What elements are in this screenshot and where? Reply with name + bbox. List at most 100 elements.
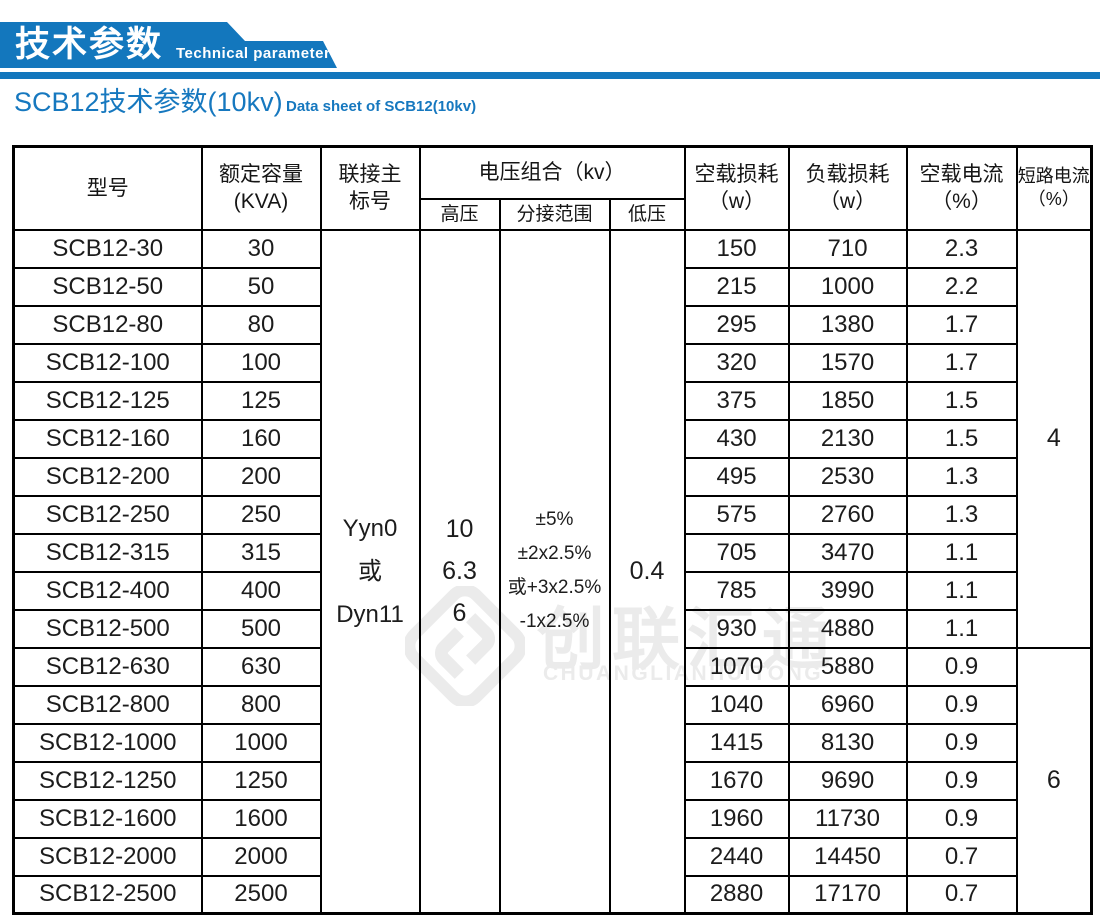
lv-cell: 0.4 [608, 228, 686, 915]
noload-loss-cell: 2440 [683, 836, 790, 877]
load-loss-cell: 5880 [787, 646, 908, 687]
table-row: SCB12-30 30 Yyn0 或 Dyn11 10 6.3 6 ±5% ±2… [12, 228, 1093, 915]
header-noload-current: 空载电流 （%） [905, 145, 1018, 231]
table-row: SCB12-1600 1600 1960 11730 0.9 [12, 798, 1092, 839]
noload-current-cell: 1.7 [905, 304, 1018, 345]
header-row-1: 型号 额定容量 (KVA) 联接主 标号 电压组合（kv） 空载损耗 （w） 负载损耗… [12, 145, 1093, 231]
noload-loss-cell: 1070 [683, 646, 790, 687]
load-loss-cell: 9690 [787, 760, 908, 801]
table-row: SCB12-630 630 1070 5880 0.9 6 [12, 646, 1093, 915]
table-row: SCB12-2000 2000 2440 14450 0.7 [12, 836, 1092, 877]
banner-subtitle: Technical parameter [176, 45, 331, 62]
load-loss-cell: 14450 [787, 836, 908, 877]
noload-current-cell: 0.9 [905, 646, 1018, 687]
capacity-cell: 50 [200, 266, 322, 307]
noload-current-cell: 0.9 [905, 684, 1018, 725]
load-loss-cell: 8130 [787, 722, 908, 763]
noload-current-cell: 1.3 [905, 494, 1018, 535]
noload-loss-cell: 320 [683, 342, 790, 383]
load-loss-cell: 1570 [787, 342, 908, 383]
noload-loss-cell: 930 [683, 608, 790, 649]
model-cell: SCB12-800 [12, 684, 203, 725]
noload-current-cell: 0.7 [905, 874, 1018, 915]
noload-current-cell: 0.9 [905, 722, 1018, 763]
table-row: SCB12-1250 1250 1670 9690 0.9 [12, 760, 1092, 801]
header-capacity: 额定容量 (KVA) [200, 145, 322, 231]
capacity-cell: 200 [200, 456, 322, 497]
short-circuit-cell-group2: 6 [1015, 646, 1093, 915]
noload-loss-cell: 1960 [683, 798, 790, 839]
noload-loss-cell: 1670 [683, 760, 790, 801]
capacity-cell: 2500 [200, 874, 322, 915]
header-noload-loss: 空载损耗 （w） [683, 145, 790, 231]
table-row: SCB12-1000 1000 1415 8130 0.9 [12, 722, 1092, 763]
header-load-loss: 负载损耗 （w） [787, 145, 908, 231]
capacity-cell: 30 [200, 228, 322, 269]
table-row: SCB12-2500 2500 2880 17170 0.7 [12, 874, 1092, 915]
capacity-cell: 500 [200, 608, 322, 649]
model-cell: SCB12-80 [12, 304, 203, 345]
table-row: SCB12-250 250 575 2760 1.3 [12, 494, 1092, 535]
model-cell: SCB12-315 [12, 532, 203, 573]
noload-current-cell: 2.2 [905, 266, 1018, 307]
noload-current-cell: 1.7 [905, 342, 1018, 383]
noload-loss-cell: 150 [683, 228, 790, 269]
model-cell: SCB12-400 [12, 570, 203, 611]
load-loss-cell: 2530 [787, 456, 908, 497]
noload-current-cell: 1.1 [905, 532, 1018, 573]
capacity-cell: 100 [200, 342, 322, 383]
noload-current-cell: 1.3 [905, 456, 1018, 497]
header-hv: 高压 [418, 197, 501, 231]
noload-current-cell: 1.5 [905, 380, 1018, 421]
noload-loss-cell: 295 [683, 304, 790, 345]
noload-loss-cell: 375 [683, 380, 790, 421]
load-loss-cell: 4880 [787, 608, 908, 649]
model-cell: SCB12-2500 [12, 874, 203, 915]
capacity-cell: 80 [200, 304, 322, 345]
capacity-cell: 250 [200, 494, 322, 535]
noload-loss-cell: 575 [683, 494, 790, 535]
header-short-circuit-current: 短路电流 （%） [1015, 145, 1093, 231]
banner-title: 技术参数 [15, 25, 164, 64]
noload-loss-cell: 215 [683, 266, 790, 307]
table-row: SCB12-125 125 375 1850 1.5 [12, 380, 1092, 421]
spec-table: 型号 额定容量 (KVA) 联接主 标号 电压组合（kv） 空载损耗 （w） 负载损耗… [12, 145, 1094, 915]
noload-loss-cell: 1415 [683, 722, 790, 763]
hv-cell: 10 6.3 6 [418, 228, 501, 915]
noload-current-cell: 0.7 [905, 836, 1018, 877]
model-cell: SCB12-30 [12, 228, 203, 269]
noload-loss-cell: 705 [683, 532, 790, 573]
capacity-cell: 2000 [200, 836, 322, 877]
load-loss-cell: 11730 [787, 798, 908, 839]
noload-current-cell: 1.1 [905, 570, 1018, 611]
model-cell: SCB12-50 [12, 266, 203, 307]
load-loss-cell: 17170 [787, 874, 908, 915]
noload-loss-cell: 430 [683, 418, 790, 459]
noload-loss-cell: 785 [683, 570, 790, 611]
capacity-cell: 800 [200, 684, 322, 725]
load-loss-cell: 3470 [787, 532, 908, 573]
tap-range-cell: ±5% ±2x2.5% 或+3x2.5% -1x2.5% [498, 228, 611, 915]
noload-current-cell: 0.9 [905, 760, 1018, 801]
model-cell: SCB12-500 [12, 608, 203, 649]
header-row-2: 高压 分接范围 低压 [14, 197, 1092, 231]
noload-current-cell: 0.9 [905, 798, 1018, 839]
noload-current-cell: 2.3 [905, 228, 1018, 269]
capacity-cell: 1250 [200, 760, 322, 801]
model-cell: SCB12-200 [12, 456, 203, 497]
model-cell: SCB12-2000 [12, 836, 203, 877]
noload-loss-cell: 2880 [683, 874, 790, 915]
capacity-cell: 125 [200, 380, 322, 421]
capacity-cell: 1600 [200, 798, 322, 839]
model-cell: SCB12-250 [12, 494, 203, 535]
table-row: SCB12-500 500 930 4880 1.1 [12, 608, 1092, 649]
capacity-cell: 630 [200, 646, 322, 687]
table-row: SCB12-50 50 215 1000 2.2 [12, 266, 1092, 307]
load-loss-cell: 2130 [787, 418, 908, 459]
capacity-cell: 400 [200, 570, 322, 611]
model-cell: SCB12-630 [12, 646, 203, 687]
model-cell: SCB12-160 [12, 418, 203, 459]
noload-loss-cell: 495 [683, 456, 790, 497]
load-loss-cell: 2760 [787, 494, 908, 535]
